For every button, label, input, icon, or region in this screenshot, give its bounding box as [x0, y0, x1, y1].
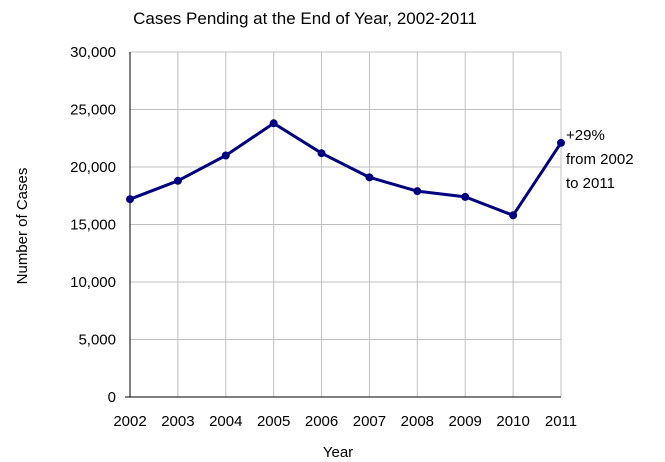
y-tick-label: 10,000	[70, 274, 116, 291]
data-point	[509, 211, 518, 220]
y-tick-label: 25,000	[70, 102, 116, 119]
data-point	[317, 149, 326, 158]
y-tick-label: 30,000	[70, 44, 116, 61]
x-tick-label: 2004	[209, 413, 242, 430]
x-tick-label: 2008	[401, 413, 434, 430]
x-tick-label: 2003	[161, 413, 194, 430]
annotation-line-2: from 2002	[566, 151, 634, 168]
data-point	[461, 192, 470, 201]
x-tick-label: 2002	[113, 413, 146, 430]
x-tick-label: 2010	[496, 413, 529, 430]
y-tick-labels: 0 5,000 10,000 15,000 20,000 25,000 30,000	[70, 44, 116, 406]
data-point	[173, 176, 182, 185]
gridlines	[129, 51, 562, 398]
y-tick-label: 0	[108, 389, 116, 406]
data-point	[269, 119, 278, 128]
x-tick-label: 2011	[545, 413, 577, 430]
x-tick-label: 2007	[353, 413, 386, 430]
annotation-line-3: to 2011	[566, 175, 615, 192]
data-point	[557, 138, 565, 147]
x-axis-title: Year	[323, 444, 353, 461]
axes	[125, 52, 561, 398]
y-tick-label: 5,000	[78, 332, 116, 349]
annotation-line-1: +29%	[566, 127, 605, 144]
series-line	[129, 121, 563, 217]
data-point	[365, 173, 374, 182]
y-tick-label: 15,000	[70, 217, 116, 234]
x-tick-label: 2009	[449, 413, 482, 430]
data-point	[413, 187, 422, 196]
data-point	[221, 151, 230, 160]
x-tick-labels: 2002 2003 2004 2005 2006 2007 2008 2009 2010 2011	[113, 413, 577, 430]
x-tick-label: 2005	[257, 413, 290, 430]
chart-title: Cases Pending at the End of Year, 2002-2…	[133, 9, 477, 28]
x-tick-label: 2006	[305, 413, 338, 430]
series-line-group	[126, 119, 565, 220]
data-point	[126, 195, 134, 204]
y-axis-title: Number of Cases	[14, 168, 31, 285]
y-tick-label: 20,000	[70, 159, 116, 176]
